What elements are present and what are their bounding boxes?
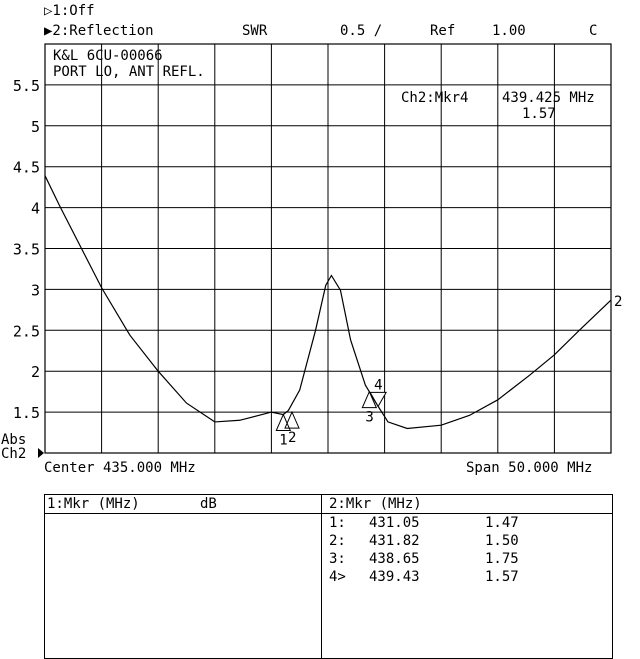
title-line2: PORT LO, ANT REFL. (53, 64, 205, 80)
marker-val: 1.57 (485, 569, 519, 585)
marker-id: 2: (329, 533, 346, 549)
ch2-marker-header: 2:Mkr (MHz) (329, 496, 422, 512)
title-line1: K&L 6CU-00066 (53, 48, 163, 64)
marker-table: 1:Mkr (MHz) dB 2:Mkr (MHz) 1: 431.05 1.47 2… (44, 494, 613, 659)
marker-2-icon (284, 410, 300, 429)
trace-line (44, 175, 612, 430)
channel2-status: ▶2:Reflection (44, 23, 154, 39)
center-frequency: Center 435.000 MHz (44, 460, 196, 476)
marker-val: 1.47 (485, 515, 519, 531)
trace-label: 2 (614, 294, 622, 310)
y-tick-label: 2 (31, 363, 40, 381)
reference-pointer-icon (38, 448, 44, 458)
ref-value: 1.00 (492, 23, 526, 39)
scale-label: 0.5 / (340, 23, 383, 39)
y-tick-label: 5.5 (13, 77, 40, 95)
marker-4-icon (369, 391, 388, 408)
y-tick-label: 1.5 (13, 404, 40, 422)
y-tick-label: 5 (31, 118, 40, 136)
y-tick-label: 4 (31, 200, 40, 218)
marker-val: 1.75 (485, 551, 519, 567)
y-tick-label: 4.5 (13, 159, 40, 177)
active-marker-freq: 439.425 MHz (502, 90, 595, 106)
marker-3-icon (361, 390, 378, 409)
marker-freq: 439.43 (369, 569, 420, 585)
ref-label: Ref (430, 23, 456, 39)
active-marker-label: Ch2:Mkr4 (401, 90, 469, 106)
marker-label: 4 (374, 377, 382, 393)
y-tick-label: 3 (31, 281, 40, 299)
format-label: SWR (242, 23, 268, 39)
ch1-unit: dB (200, 496, 217, 512)
marker-id: 3: (329, 551, 346, 567)
active-marker-value: 1.57 (522, 106, 556, 122)
swr-plot: 1.522.533.544.555.521 234 (13, 43, 622, 458)
marker-id: 1: (329, 515, 346, 531)
marker-id: 4> (329, 569, 346, 585)
cal-indicator: C (589, 23, 598, 39)
marker-freq: 438.65 (369, 551, 420, 567)
channel1-status: ▷1:Off (44, 3, 95, 19)
marker-freq: 431.05 (369, 515, 420, 531)
ch1-marker-header: 1:Mkr (MHz) (47, 496, 140, 512)
channel-label: Ch2 (1, 446, 27, 462)
marker-1-icon (275, 413, 292, 432)
marker-freq: 431.82 (369, 533, 420, 549)
y-tick-label: 3.5 (13, 241, 40, 259)
marker-label: 3 (365, 410, 373, 426)
abs-label: Abs (1, 432, 27, 448)
span-frequency: Span 50.000 MHz (466, 460, 593, 476)
y-tick-label: 2.5 (13, 322, 40, 340)
marker-label: 2 (288, 430, 296, 446)
marker-label: 1 (279, 433, 287, 449)
marker-val: 1.50 (485, 533, 519, 549)
